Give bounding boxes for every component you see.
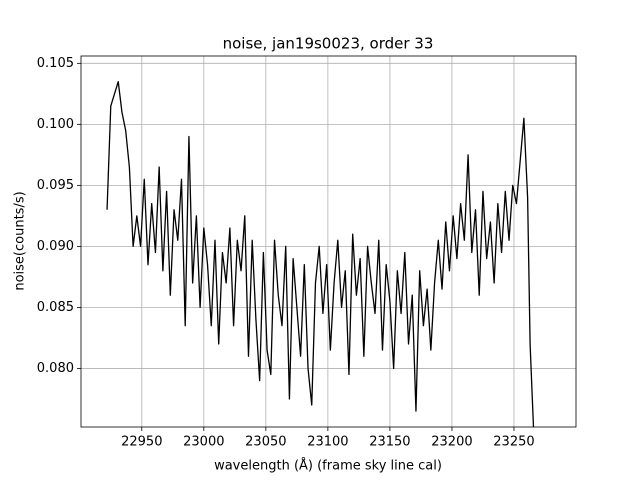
y-tick-label: 0.105 bbox=[37, 56, 74, 71]
x-tick-label: 23000 bbox=[183, 435, 224, 450]
x-tick-label: 23050 bbox=[245, 435, 286, 450]
x-tick-label: 23150 bbox=[369, 435, 410, 450]
x-axis-label: wavelength (Å) (frame sky line cal) bbox=[214, 458, 442, 474]
x-tick-label: 22950 bbox=[121, 435, 162, 450]
y-tick-label: 0.095 bbox=[37, 178, 74, 193]
y-tick-label: 0.100 bbox=[37, 117, 74, 132]
y-tick-label: 0.090 bbox=[37, 239, 74, 254]
x-tick-label: 23200 bbox=[431, 435, 472, 450]
chart-title: noise, jan19s0023, order 33 bbox=[223, 35, 434, 53]
plot-frame bbox=[80, 55, 577, 428]
y-tick-label: 0.085 bbox=[37, 300, 74, 315]
y-axis-label: noise(counts/s) bbox=[13, 191, 28, 290]
data-line bbox=[106, 80, 535, 427]
x-tick-label: 23250 bbox=[493, 435, 534, 450]
x-tick-label: 23100 bbox=[307, 435, 348, 450]
y-tick-label: 0.080 bbox=[37, 361, 74, 376]
